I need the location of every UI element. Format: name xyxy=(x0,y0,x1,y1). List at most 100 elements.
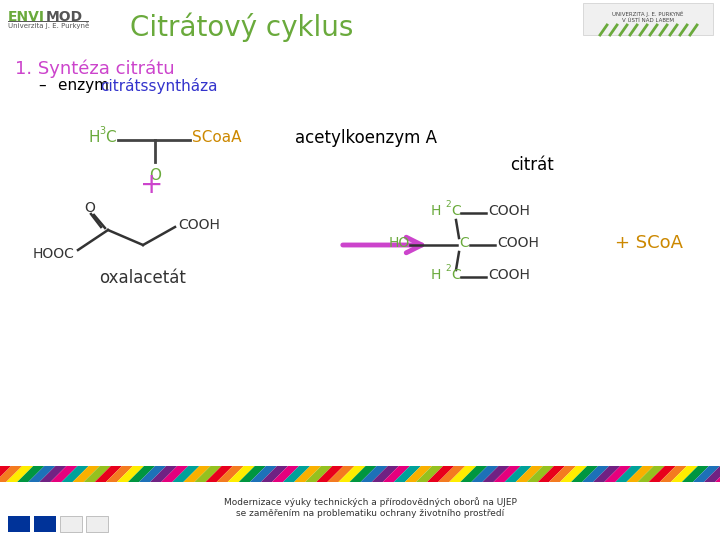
Polygon shape xyxy=(316,466,343,482)
Text: HO: HO xyxy=(389,236,410,250)
Text: acetylkoenzym A: acetylkoenzym A xyxy=(295,129,437,147)
Bar xyxy=(34,516,56,532)
Text: H: H xyxy=(88,131,99,145)
Text: ENVI: ENVI xyxy=(8,10,45,24)
Polygon shape xyxy=(73,466,99,482)
Polygon shape xyxy=(283,466,310,482)
Text: enzym: enzym xyxy=(58,78,114,93)
Text: Citrátový cyklus: Citrátový cyklus xyxy=(130,13,354,43)
Text: SCoaA: SCoaA xyxy=(192,131,241,145)
Text: COOH: COOH xyxy=(488,268,530,282)
Polygon shape xyxy=(383,466,410,482)
Polygon shape xyxy=(416,466,443,482)
Polygon shape xyxy=(649,466,675,482)
Polygon shape xyxy=(50,466,78,482)
Polygon shape xyxy=(0,466,11,482)
Polygon shape xyxy=(272,466,299,482)
Polygon shape xyxy=(95,466,122,482)
Polygon shape xyxy=(139,466,166,482)
Polygon shape xyxy=(106,466,133,482)
Bar xyxy=(583,3,713,35)
Text: 2: 2 xyxy=(445,264,451,273)
Polygon shape xyxy=(549,466,576,482)
Polygon shape xyxy=(449,466,477,482)
Polygon shape xyxy=(604,466,631,482)
Polygon shape xyxy=(626,466,654,482)
Polygon shape xyxy=(482,466,510,482)
Text: HOOC: HOOC xyxy=(32,247,74,261)
Text: citrát: citrát xyxy=(510,156,554,174)
Polygon shape xyxy=(172,466,199,482)
Polygon shape xyxy=(338,466,366,482)
Polygon shape xyxy=(117,466,144,482)
Text: Univerzita J. E. Purkyně: Univerzita J. E. Purkyně xyxy=(8,22,89,29)
Text: + SCoA: + SCoA xyxy=(615,234,683,252)
Bar xyxy=(60,516,82,532)
Polygon shape xyxy=(516,466,543,482)
Polygon shape xyxy=(150,466,177,482)
Bar xyxy=(86,516,108,532)
Polygon shape xyxy=(538,466,565,482)
Text: C: C xyxy=(105,131,116,145)
Polygon shape xyxy=(217,466,243,482)
Text: se zaměřením na problematiku ochrany životního prostředí: se zaměřením na problematiku ochrany živ… xyxy=(236,510,504,518)
Text: H: H xyxy=(431,204,441,218)
Text: C: C xyxy=(459,236,469,250)
Polygon shape xyxy=(6,466,33,482)
Text: +: + xyxy=(140,171,163,199)
Polygon shape xyxy=(261,466,288,482)
Polygon shape xyxy=(0,466,22,482)
Polygon shape xyxy=(205,466,233,482)
Polygon shape xyxy=(660,466,687,482)
Polygon shape xyxy=(394,466,421,482)
FancyArrowPatch shape xyxy=(343,237,422,253)
Polygon shape xyxy=(128,466,155,482)
Polygon shape xyxy=(527,466,554,482)
Polygon shape xyxy=(493,466,521,482)
Polygon shape xyxy=(372,466,399,482)
Text: H: H xyxy=(431,268,441,282)
Polygon shape xyxy=(427,466,454,482)
Polygon shape xyxy=(560,466,587,482)
Text: 3: 3 xyxy=(99,126,105,136)
Polygon shape xyxy=(239,466,266,482)
Polygon shape xyxy=(194,466,222,482)
Text: Modernizace výuky technických a přírodovědných oborů na UJEP: Modernizace výuky technických a přírodov… xyxy=(224,497,516,507)
Polygon shape xyxy=(361,466,387,482)
Polygon shape xyxy=(17,466,45,482)
Text: –: – xyxy=(38,78,45,93)
Text: C: C xyxy=(451,268,461,282)
Text: COOH: COOH xyxy=(497,236,539,250)
Polygon shape xyxy=(616,466,642,482)
Polygon shape xyxy=(228,466,255,482)
Polygon shape xyxy=(505,466,531,482)
Text: UNIVERZITA J. E. PURKYNĚ: UNIVERZITA J. E. PURKYNĚ xyxy=(612,11,684,17)
Polygon shape xyxy=(305,466,333,482)
Text: 2: 2 xyxy=(445,200,451,209)
Text: O: O xyxy=(84,201,96,215)
Polygon shape xyxy=(40,466,66,482)
Bar xyxy=(8,516,30,532)
Polygon shape xyxy=(438,466,465,482)
Text: V ÚSTÍ NAD LABEM: V ÚSTÍ NAD LABEM xyxy=(622,17,674,23)
Polygon shape xyxy=(671,466,698,482)
Polygon shape xyxy=(328,466,354,482)
Polygon shape xyxy=(582,466,609,482)
Polygon shape xyxy=(593,466,621,482)
Polygon shape xyxy=(704,466,720,482)
Polygon shape xyxy=(460,466,487,482)
Polygon shape xyxy=(184,466,210,482)
Polygon shape xyxy=(349,466,377,482)
Polygon shape xyxy=(715,466,720,482)
Polygon shape xyxy=(637,466,665,482)
Bar xyxy=(0,482,720,540)
Text: C: C xyxy=(451,204,461,218)
Polygon shape xyxy=(571,466,598,482)
Text: citrátssyntháza: citrátssyntháza xyxy=(100,78,217,94)
Text: MOD: MOD xyxy=(46,10,83,24)
Polygon shape xyxy=(28,466,55,482)
Text: COOH: COOH xyxy=(488,204,530,218)
Text: COOH: COOH xyxy=(178,218,220,232)
Polygon shape xyxy=(84,466,111,482)
Text: 1. Syntéza citrátu: 1. Syntéza citrátu xyxy=(15,60,175,78)
